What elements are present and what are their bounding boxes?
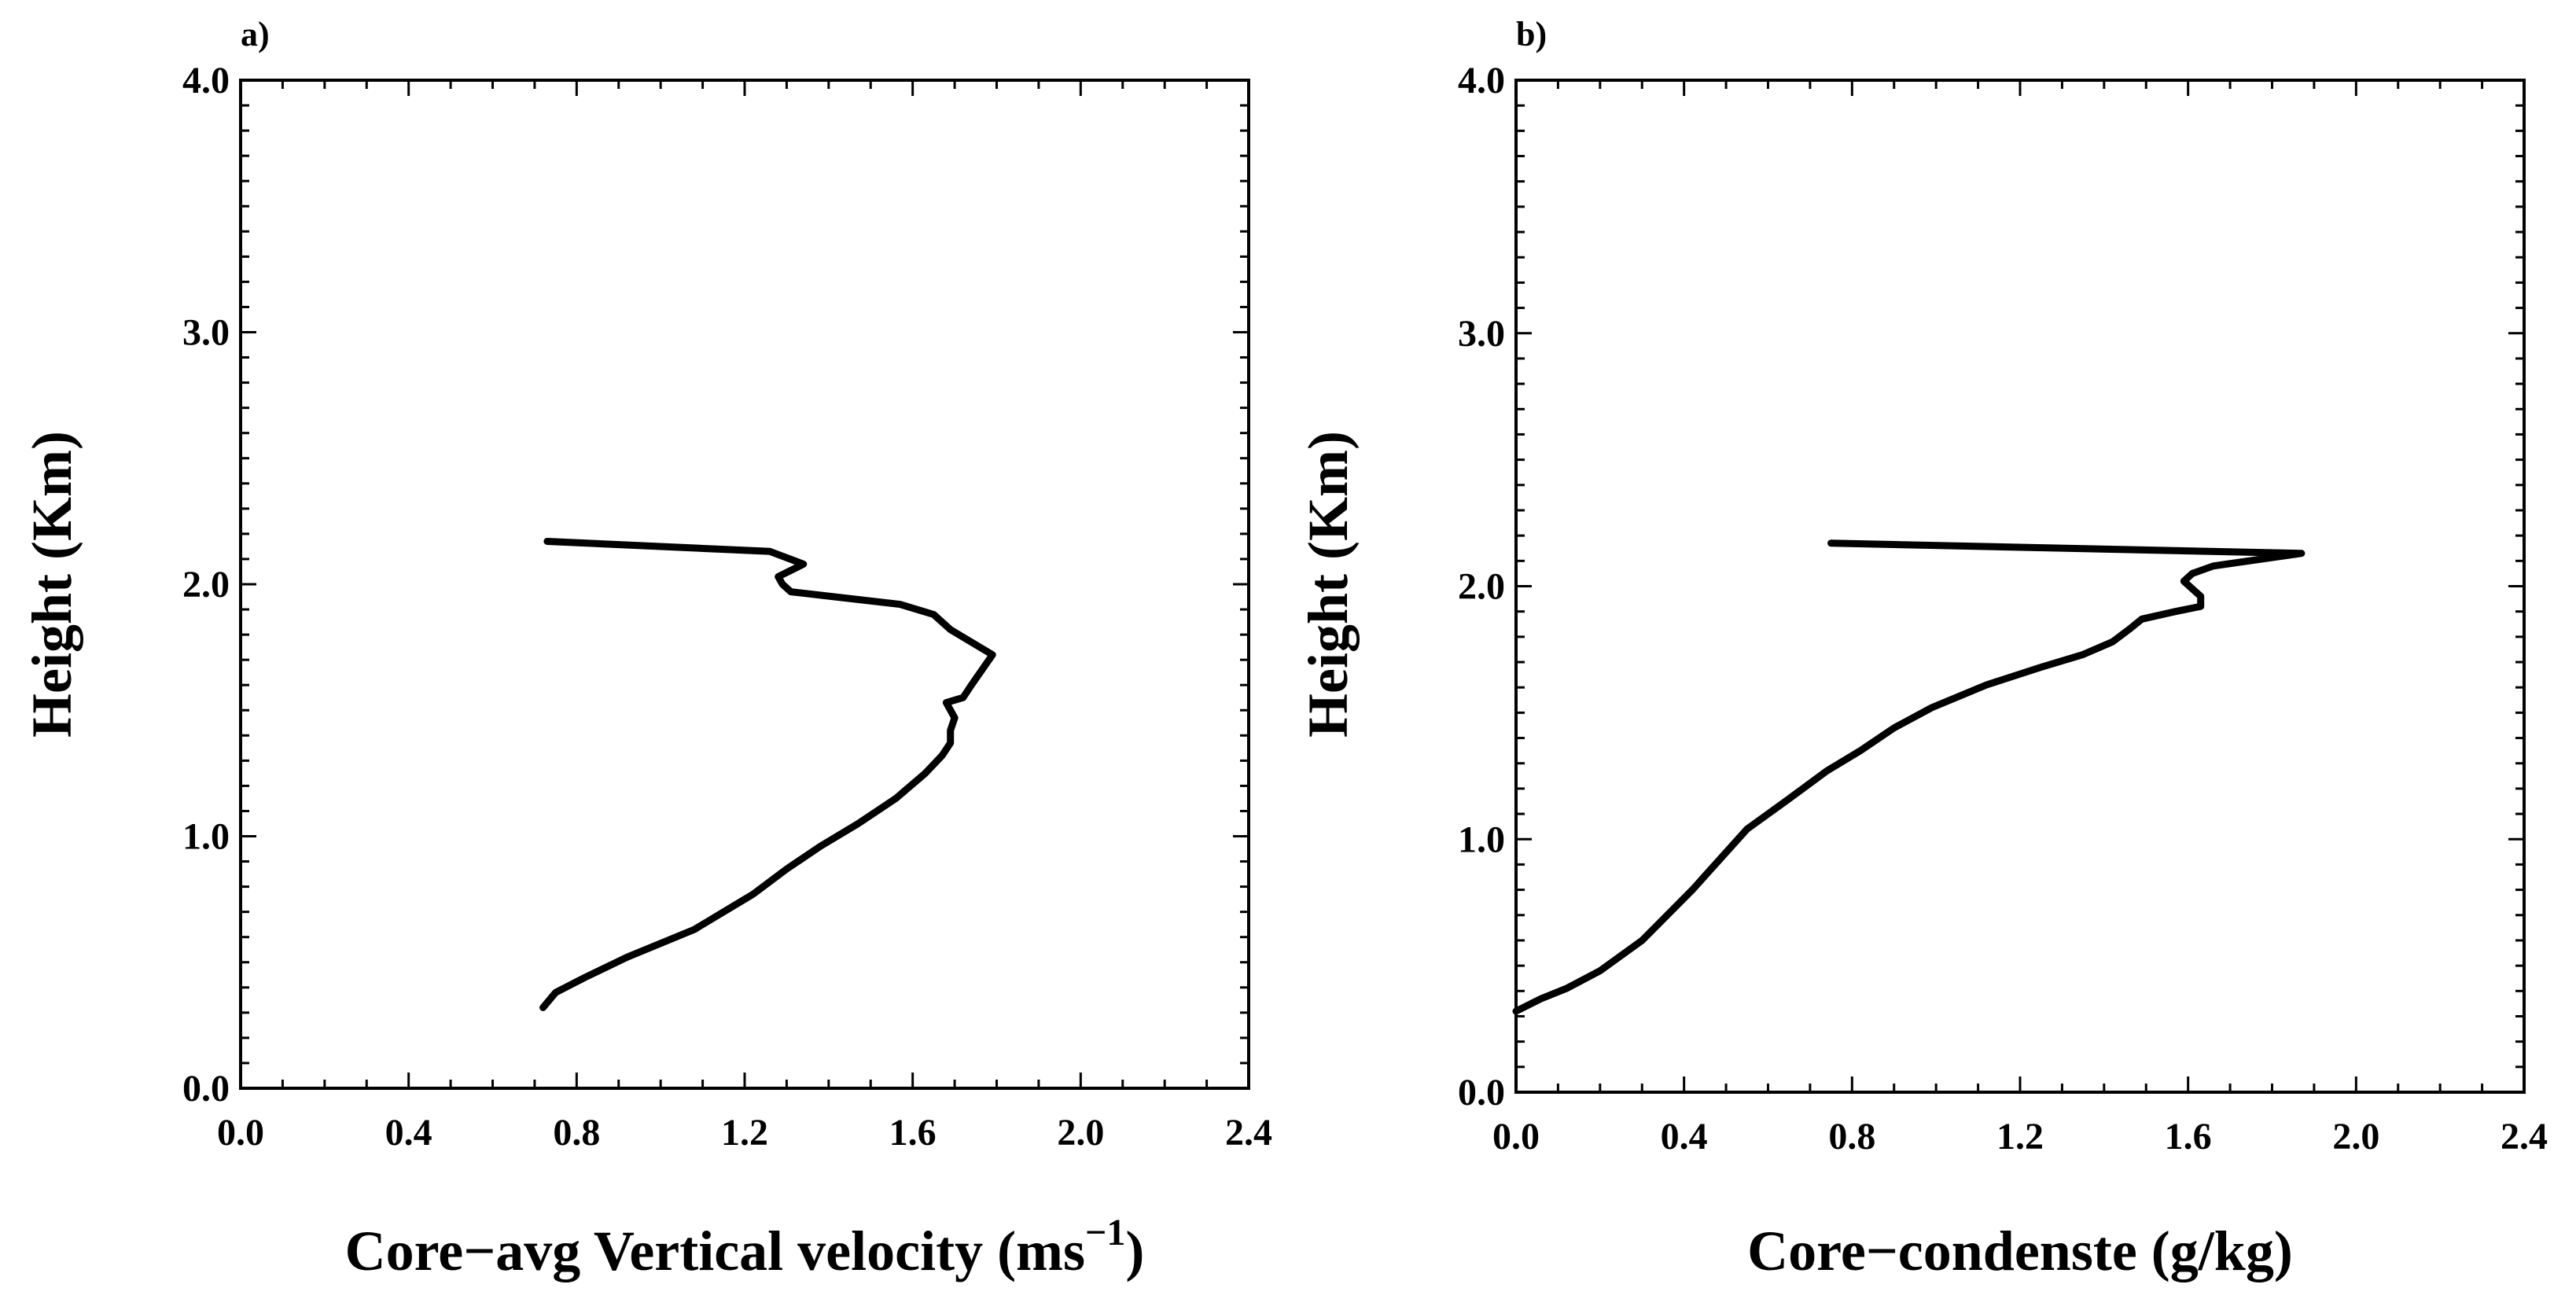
x-tick-label-b: 1.2 bbox=[1996, 1116, 2044, 1157]
y-tick-label-a: 0.0 bbox=[182, 1068, 230, 1109]
panel-b: b) 0.0 0.4 0.8 1.2 1.6 2.0 2.40.01.02.03.04.0 … bbox=[1297, 15, 2548, 1282]
x-tick-label-b: 2.0 bbox=[2332, 1116, 2379, 1157]
panel-b-y-axis-label: Height (Km) bbox=[1297, 431, 1360, 738]
panel-a-velocity-line bbox=[539, 538, 996, 1011]
y-tick-label-b: 0.0 bbox=[1458, 1072, 1505, 1113]
x-tick-label-a: 0.4 bbox=[385, 1112, 432, 1154]
y-tick-label-a: 4.0 bbox=[182, 60, 230, 101]
panel-b-label: b) bbox=[1516, 15, 1547, 53]
x-tick-label-b: 0.8 bbox=[1828, 1116, 1875, 1157]
y-tick-label-a: 1.0 bbox=[182, 816, 230, 858]
x-tick-label-a: 1.6 bbox=[889, 1112, 937, 1154]
y-tick-label-a: 2.0 bbox=[182, 564, 230, 605]
x-tick-label-b: 1.6 bbox=[2165, 1116, 2212, 1157]
y-tick-label-b: 1.0 bbox=[1458, 819, 1505, 860]
panel-b-x-axis-label: Core−condenste (g/kg) bbox=[1747, 1220, 2293, 1282]
panel-b-plot-frame bbox=[1514, 79, 2526, 1094]
x-tick-label-a: 1.2 bbox=[721, 1112, 768, 1154]
panel-a-ticks bbox=[239, 79, 1250, 1090]
y-tick-label-b: 3.0 bbox=[1458, 313, 1505, 355]
x-tick-label-a: 0.8 bbox=[553, 1112, 600, 1154]
x-tick-label-a: 2.0 bbox=[1057, 1112, 1104, 1154]
panel-a-x-axis-label-sup: −1 bbox=[1085, 1212, 1125, 1253]
panel-a-plot-frame bbox=[239, 79, 1250, 1090]
panel-a-y-axis-label: Height (Km) bbox=[20, 431, 83, 738]
panel-a-label: a) bbox=[241, 15, 270, 53]
panel-a-x-axis-label-close: ) bbox=[1125, 1220, 1144, 1282]
panel-b-condensate-line bbox=[1512, 539, 2306, 1015]
x-tick-label-b: 0.4 bbox=[1661, 1116, 1708, 1157]
x-tick-label-a: 2.4 bbox=[1225, 1112, 1272, 1154]
panel-a-x-axis-label: Core−avg Vertical velocity (ms−1) bbox=[345, 1212, 1145, 1282]
x-tick-label-b: 2.4 bbox=[2501, 1116, 2548, 1157]
y-tick-label-b: 2.0 bbox=[1458, 566, 1505, 608]
panel-b-ticks bbox=[1514, 79, 2526, 1094]
panel-a-tick-labels: 0.0 0.4 0.8 1.2 1.6 2.0 2.4 0.0 1.0 2.0 3.0 4.0 bbox=[182, 60, 1272, 1154]
y-tick-label-b: 4.0 bbox=[1458, 60, 1505, 101]
panel-b-tick-labels: 0.0 0.4 0.8 1.2 1.6 2.0 2.4 0.0 1.0 2.0 3.0 4.0 bbox=[1458, 60, 2548, 1157]
y-tick-label-a: 3.0 bbox=[182, 312, 230, 354]
x-tick-label-a: 0.0 bbox=[217, 1112, 264, 1154]
panel-a: a) 0.0 0.4 0.8 1.2 1.6 2.0 2.40.01.02.03.04.0 … bbox=[20, 15, 1272, 1282]
x-tick-label-b: 0.0 bbox=[1492, 1116, 1540, 1157]
panel-a-x-axis-label-main: Core−avg Vertical velocity (ms bbox=[345, 1220, 1085, 1282]
